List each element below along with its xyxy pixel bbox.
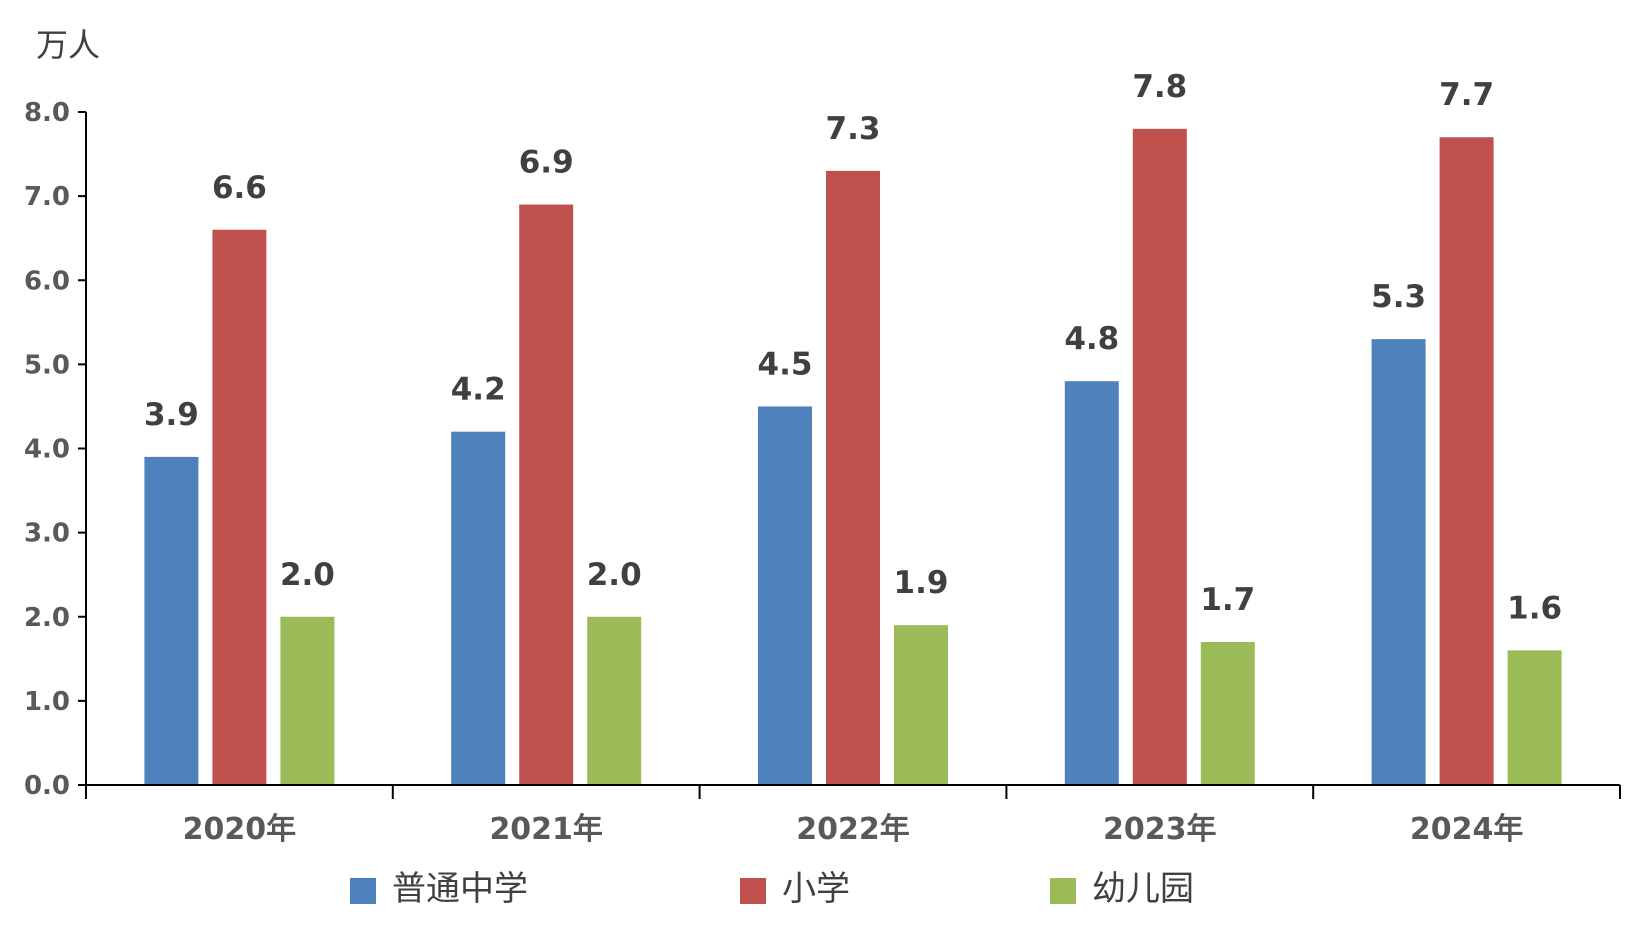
x-category-label: 2020年 [183,812,297,847]
data-label: 7.7 [1439,77,1494,113]
data-label: 7.8 [1132,69,1187,105]
bar-2-4 [1132,128,1187,784]
bar-2-1 [212,229,267,784]
x-category-label: 2021年 [489,812,603,847]
legend-label: 幼儿园 [1092,869,1194,909]
y-tick-label: 2.0 [24,603,70,633]
y-tick-label: 6.0 [24,266,70,296]
data-label: 7.3 [826,111,881,147]
legend: 普通中学 小学 幼儿园 [350,869,1194,909]
data-label: 1.7 [1200,582,1255,618]
data-label: 1.6 [1507,590,1562,626]
y-tick-label: 1.0 [24,687,70,717]
bars [144,128,1562,785]
bar-2-2 [519,204,574,785]
value-labels: 3.9 6.6 2.0 4.2 6.9 2.0 4.5 7.3 1.9 4.8 7.8 1.7 5.3 7… [144,69,1562,627]
data-label: 4.8 [1064,321,1119,357]
data-label: 6.9 [519,145,574,181]
legend-swatch [1050,878,1076,904]
x-category-label: 2024年 [1410,812,1524,847]
bar-1-4 [1064,381,1119,784]
x-category-label: 2023年 [1103,812,1217,847]
bar-3-4 [1200,641,1255,784]
y-tick-label: 3.0 [24,519,70,549]
data-label: 3.9 [144,397,199,433]
bar-1-1 [144,456,199,784]
data-label: 6.6 [212,170,267,206]
legend-swatch [350,878,376,904]
y-tick-label: 5.0 [24,350,70,380]
data-label: 5.3 [1371,279,1426,315]
bar-1-5 [1371,339,1426,784]
data-label: 2.0 [587,557,642,593]
data-label: 1.9 [894,565,949,601]
data-label: 2.0 [280,557,335,593]
bar-3-1 [280,616,335,784]
bar-2-3 [826,170,880,784]
y-tick-label: 7.0 [24,182,70,212]
y-tick-label: 8.0 [24,98,70,128]
axes: 0.0 1.0 2.0 3.0 4.0 5.0 6.0 7.0 8.0 2020年 2021年 202… [24,98,1621,847]
x-category-label: 2022年 [796,812,910,847]
y-tick-label: 4.0 [24,435,70,465]
bar-1-2 [451,431,506,784]
data-label: 4.2 [451,372,506,408]
data-label: 4.5 [758,346,813,382]
bar-3-5 [1507,650,1562,784]
bar-3-3 [894,625,948,784]
bar-1-3 [758,406,812,784]
bar-3-2 [587,616,642,784]
y-axis-unit-label: 万人 [36,26,100,64]
legend-label: 普通中学 [392,869,528,909]
bar-2-5 [1439,137,1494,785]
legend-swatch [740,878,766,904]
y-tick-label: 0.0 [24,771,70,801]
legend-label: 小学 [782,869,850,909]
